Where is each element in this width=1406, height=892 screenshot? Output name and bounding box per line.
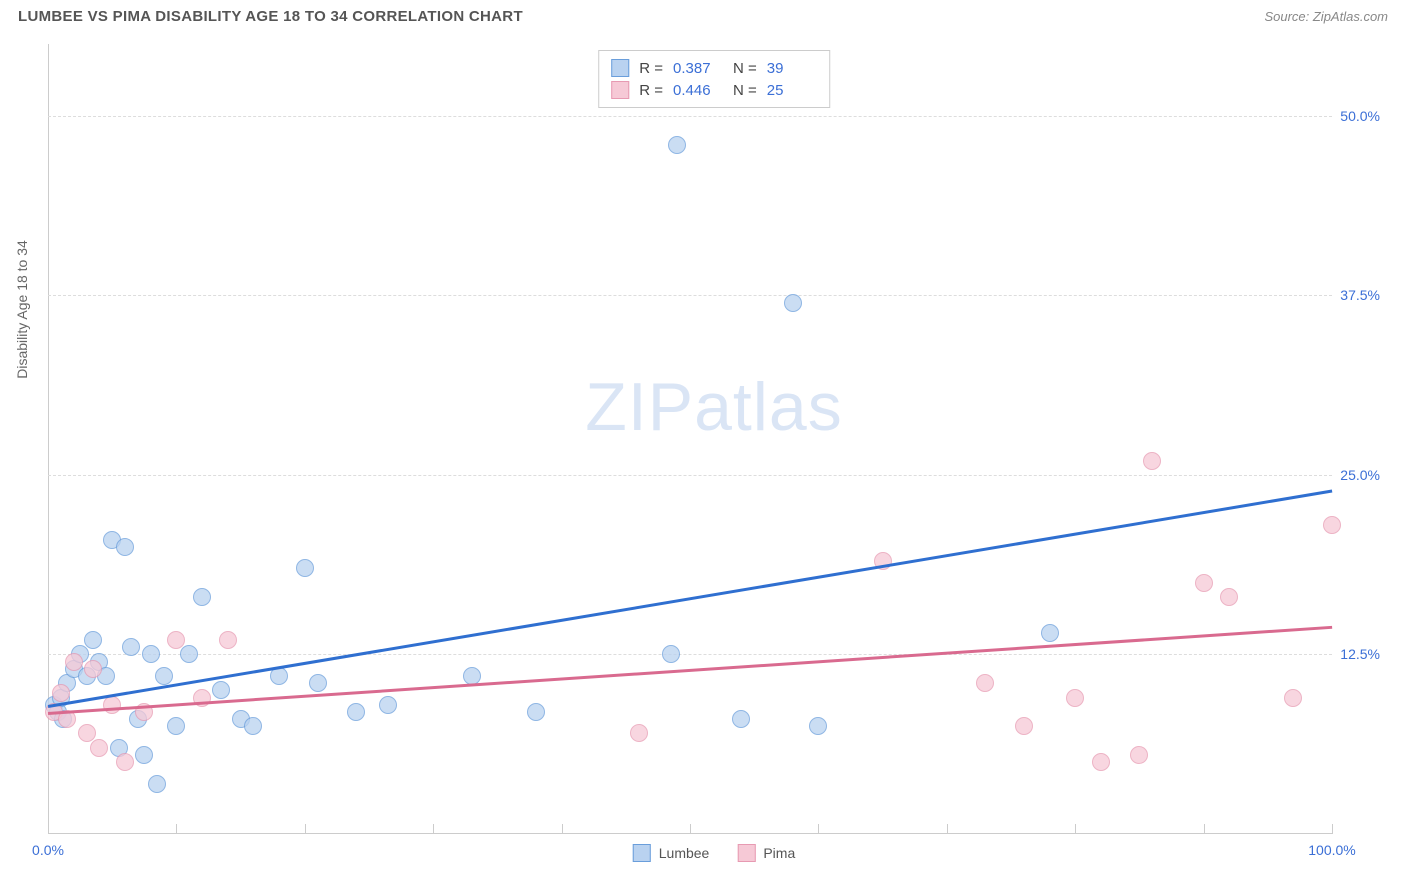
pima-swatch-icon xyxy=(737,844,755,862)
scatter-point-lumbee xyxy=(296,559,314,577)
scatter-point-lumbee xyxy=(809,717,827,735)
y-tick-label: 12.5% xyxy=(1340,646,1380,662)
scatter-point-lumbee xyxy=(142,645,160,663)
x-tick xyxy=(562,824,563,834)
correlation-legend: R = 0.387 N = 39 R = 0.446 N = 25 xyxy=(598,50,830,108)
lumbee-swatch xyxy=(611,59,629,77)
scatter-point-pima xyxy=(1195,574,1213,592)
scatter-point-pima xyxy=(1220,588,1238,606)
scatter-point-pima xyxy=(52,684,70,702)
scatter-point-lumbee xyxy=(122,638,140,656)
x-tick xyxy=(947,824,948,834)
scatter-point-lumbee xyxy=(180,645,198,663)
scatter-point-pima xyxy=(65,653,83,671)
scatter-point-lumbee xyxy=(167,717,185,735)
lumbee-swatch-icon xyxy=(633,844,651,862)
scatter-point-lumbee xyxy=(212,681,230,699)
x-tick-label: 100.0% xyxy=(1308,842,1355,858)
scatter-point-lumbee xyxy=(347,703,365,721)
scatter-point-lumbee xyxy=(668,136,686,154)
trendline-pima xyxy=(48,626,1332,715)
legend-row-lumbee: R = 0.387 N = 39 xyxy=(611,57,817,79)
scatter-point-pima xyxy=(630,724,648,742)
x-tick xyxy=(48,824,49,834)
x-tick-label: 0.0% xyxy=(32,842,64,858)
pima-swatch xyxy=(611,81,629,99)
lumbee-r-value: 0.387 xyxy=(673,60,723,77)
scatter-point-lumbee xyxy=(244,717,262,735)
pima-n-value: 25 xyxy=(767,82,817,99)
gridline xyxy=(48,475,1332,476)
chart-plot-area: ZIPatlas 12.5%25.0%37.5%50.0% 0.0%100.0%… xyxy=(48,44,1380,834)
x-tick xyxy=(690,824,691,834)
legend-item-pima: Pima xyxy=(737,844,795,862)
scatter-point-lumbee xyxy=(155,667,173,685)
scatter-point-lumbee xyxy=(662,645,680,663)
scatter-point-lumbee xyxy=(193,588,211,606)
y-tick-label: 37.5% xyxy=(1340,287,1380,303)
scatter-point-pima xyxy=(219,631,237,649)
scatter-point-pima xyxy=(976,674,994,692)
gridline xyxy=(48,654,1332,655)
scatter-point-pima xyxy=(103,696,121,714)
x-tick xyxy=(433,824,434,834)
lumbee-n-value: 39 xyxy=(767,60,817,77)
scatter-point-lumbee xyxy=(527,703,545,721)
y-tick-label: 25.0% xyxy=(1340,467,1380,483)
chart-title: LUMBEE VS PIMA DISABILITY AGE 18 TO 34 C… xyxy=(18,8,523,25)
scatter-point-pima xyxy=(167,631,185,649)
gridline xyxy=(48,116,1332,117)
chart-source: Source: ZipAtlas.com xyxy=(1264,9,1388,24)
gridline xyxy=(48,295,1332,296)
y-tick-label: 50.0% xyxy=(1340,108,1380,124)
scatter-point-lumbee xyxy=(148,775,166,793)
scatter-point-pima xyxy=(1015,717,1033,735)
scatter-point-pima xyxy=(1066,689,1084,707)
scatter-point-pima xyxy=(116,753,134,771)
scatter-point-pima xyxy=(1284,689,1302,707)
x-tick xyxy=(176,824,177,834)
scatter-point-pima xyxy=(1143,452,1161,470)
series-legend: Lumbee Pima xyxy=(633,844,796,862)
scatter-point-pima xyxy=(1130,746,1148,764)
scatter-point-pima xyxy=(90,739,108,757)
x-tick xyxy=(1075,824,1076,834)
scatter-point-lumbee xyxy=(1041,624,1059,642)
scatter-point-pima xyxy=(1092,753,1110,771)
watermark: ZIPatlas xyxy=(585,368,842,446)
legend-row-pima: R = 0.446 N = 25 xyxy=(611,79,817,101)
scatter-point-lumbee xyxy=(116,538,134,556)
x-tick xyxy=(818,824,819,834)
scatter-point-lumbee xyxy=(309,674,327,692)
trendline-lumbee xyxy=(48,489,1332,707)
scatter-point-lumbee xyxy=(784,294,802,312)
x-tick xyxy=(1204,824,1205,834)
scatter-point-lumbee xyxy=(379,696,397,714)
x-tick xyxy=(305,824,306,834)
scatter-point-lumbee xyxy=(84,631,102,649)
scatter-point-lumbee xyxy=(732,710,750,728)
x-tick xyxy=(1332,824,1333,834)
scatter-point-pima xyxy=(1323,516,1341,534)
chart-header: LUMBEE VS PIMA DISABILITY AGE 18 TO 34 C… xyxy=(0,0,1406,29)
scatter-point-lumbee xyxy=(135,746,153,764)
pima-r-value: 0.446 xyxy=(673,82,723,99)
scatter-point-pima xyxy=(84,660,102,678)
y-axis-title: Disability Age 18 to 34 xyxy=(14,240,30,379)
legend-item-lumbee: Lumbee xyxy=(633,844,710,862)
